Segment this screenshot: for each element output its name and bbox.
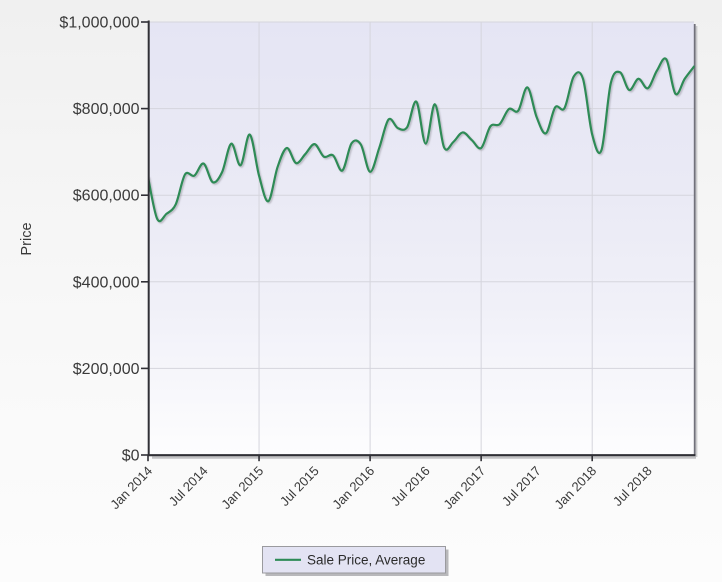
svg-text:Price: Price bbox=[19, 222, 35, 255]
svg-text:Sale Price, Average: Sale Price, Average bbox=[307, 553, 425, 568]
svg-text:$400,000: $400,000 bbox=[73, 274, 140, 291]
svg-text:$600,000: $600,000 bbox=[73, 188, 140, 205]
svg-text:$800,000: $800,000 bbox=[73, 101, 140, 118]
svg-text:$200,000: $200,000 bbox=[73, 361, 140, 378]
svg-text:$1,000,000: $1,000,000 bbox=[59, 15, 139, 32]
svg-text:$0: $0 bbox=[122, 448, 140, 465]
